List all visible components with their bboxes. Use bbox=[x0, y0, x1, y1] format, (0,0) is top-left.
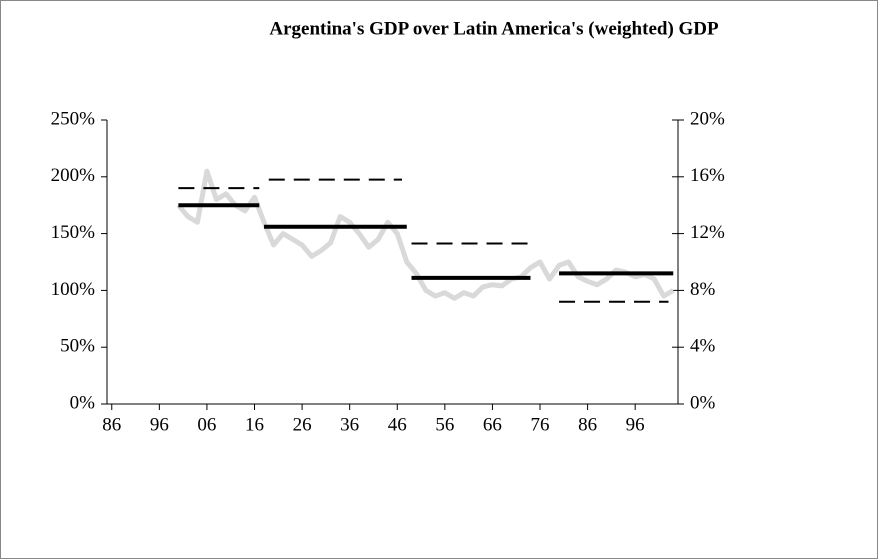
x-tick-label: 16 bbox=[245, 414, 264, 435]
x-tick-label: 76 bbox=[531, 414, 550, 435]
x-tick-label: 96 bbox=[150, 414, 169, 435]
x-tick-label: 06 bbox=[197, 414, 216, 435]
y-tick-label: 250% bbox=[51, 108, 96, 129]
y2-tick-label: 12% bbox=[690, 222, 725, 243]
y-tick-label: 200% bbox=[51, 165, 96, 186]
x-tick-label: 36 bbox=[340, 414, 359, 435]
y2-tick-label: 4% bbox=[690, 336, 716, 357]
x-tick-label: 96 bbox=[626, 414, 645, 435]
y-tick-label: 100% bbox=[51, 279, 96, 300]
x-tick-label: 66 bbox=[483, 414, 502, 435]
y2-tick-label: 0% bbox=[690, 392, 716, 413]
y2-tick-label: 16% bbox=[690, 165, 725, 186]
data-line bbox=[176, 168, 675, 301]
chart-title: Argentina's GDP over Latin America's (we… bbox=[269, 18, 719, 39]
x-tick-label: 26 bbox=[293, 414, 312, 435]
y2-tick-label: 8% bbox=[690, 279, 716, 300]
x-tick-label: 86 bbox=[102, 414, 121, 435]
x-tick-label: 46 bbox=[388, 414, 407, 435]
x-tick-label: 56 bbox=[435, 414, 454, 435]
y-tick-label: 50% bbox=[60, 336, 95, 357]
x-tick-label: 86 bbox=[578, 414, 597, 435]
y-tick-label: 0% bbox=[70, 392, 96, 413]
y2-tick-label: 20% bbox=[690, 108, 725, 129]
y-tick-label: 150% bbox=[51, 222, 96, 243]
